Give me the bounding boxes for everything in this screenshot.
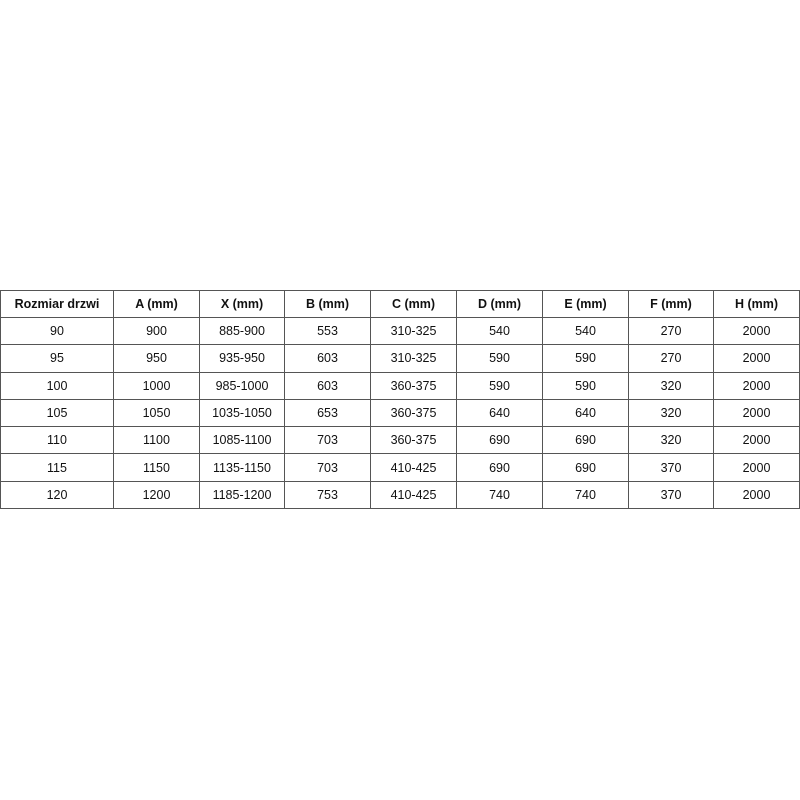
table-cell: 653 <box>284 398 371 428</box>
column-header: A (mm) <box>113 290 200 318</box>
column-header: Rozmiar drzwi <box>0 290 114 318</box>
table-cell: 603 <box>284 344 371 373</box>
table-cell: 310-325 <box>370 344 457 373</box>
table-cell: 360-375 <box>370 371 457 400</box>
table-cell: 100 <box>0 371 114 400</box>
table-cell: 270 <box>628 344 714 373</box>
table-row: 95 950 935-950 603 310-325 590 590 270 2000 <box>0 344 800 373</box>
table-cell: 540 <box>542 316 629 346</box>
table-cell: 935-950 <box>199 344 285 373</box>
table-cell: 310-325 <box>370 316 457 346</box>
table-cell: 320 <box>628 398 714 428</box>
table-cell: 105 <box>0 398 114 428</box>
table-cell: 950 <box>113 344 200 373</box>
table-cell: 120 <box>0 480 114 510</box>
table-cell: 1085-1100 <box>199 426 285 455</box>
table-cell: 90 <box>0 316 114 346</box>
table-cell: 703 <box>284 426 371 455</box>
table-row: 100 1000 985-1000 603 360-375 590 590 320 2000 <box>0 371 800 400</box>
table-row: 120 1200 1185-1200 753 410-425 740 740 370 2000 <box>0 480 800 510</box>
column-header: C (mm) <box>370 290 457 318</box>
column-header: B (mm) <box>284 290 371 318</box>
column-header: X (mm) <box>199 290 285 318</box>
table-cell: 590 <box>542 371 629 400</box>
table-cell: 985-1000 <box>199 371 285 400</box>
table-cell: 2000 <box>713 371 800 400</box>
table-cell: 690 <box>542 453 629 482</box>
table-cell: 703 <box>284 453 371 482</box>
table-cell: 690 <box>456 426 543 455</box>
table-cell: 2000 <box>713 426 800 455</box>
table-cell: 1100 <box>113 426 200 455</box>
table-cell: 603 <box>284 371 371 400</box>
table-cell: 95 <box>0 344 114 373</box>
table-row: 115 1150 1135-1150 703 410-425 690 690 370 2000 <box>0 453 800 482</box>
table-cell: 753 <box>284 480 371 510</box>
table-cell: 370 <box>628 453 714 482</box>
table-cell: 540 <box>456 316 543 346</box>
table-cell: 270 <box>628 316 714 346</box>
table-cell: 1000 <box>113 371 200 400</box>
table-cell: 590 <box>456 371 543 400</box>
table-cell: 1035-1050 <box>199 398 285 428</box>
table-cell: 590 <box>456 344 543 373</box>
table-cell: 410-425 <box>370 480 457 510</box>
table-cell: 1050 <box>113 398 200 428</box>
dimensions-table: Rozmiar drzwi A (mm) X (mm) B (mm) C (mm) D (… <box>0 290 800 510</box>
table-cell: 360-375 <box>370 426 457 455</box>
table-cell: 885-900 <box>199 316 285 346</box>
column-header: D (mm) <box>456 290 543 318</box>
column-header: H (mm) <box>713 290 800 318</box>
table-row: 90 900 885-900 553 310-325 540 540 270 2000 <box>0 316 800 346</box>
table-cell: 370 <box>628 480 714 510</box>
table-cell: 640 <box>542 398 629 428</box>
table-cell: 690 <box>542 426 629 455</box>
table-cell: 900 <box>113 316 200 346</box>
table-cell: 2000 <box>713 398 800 428</box>
table-row: 110 1100 1085-1100 703 360-375 690 690 320 2000 <box>0 426 800 455</box>
table-cell: 110 <box>0 426 114 455</box>
table-row: 105 1050 1035-1050 653 360-375 640 640 320 2000 <box>0 398 800 428</box>
table-cell: 2000 <box>713 344 800 373</box>
table-cell: 740 <box>456 480 543 510</box>
table-cell: 410-425 <box>370 453 457 482</box>
table-cell: 590 <box>542 344 629 373</box>
table-cell: 1200 <box>113 480 200 510</box>
table-cell: 360-375 <box>370 398 457 428</box>
table-cell: 1150 <box>113 453 200 482</box>
table-cell: 320 <box>628 371 714 400</box>
table-cell: 553 <box>284 316 371 346</box>
column-header: F (mm) <box>628 290 714 318</box>
table-cell: 2000 <box>713 316 800 346</box>
table-cell: 115 <box>0 453 114 482</box>
table-cell: 640 <box>456 398 543 428</box>
table-cell: 690 <box>456 453 543 482</box>
table-cell: 1135-1150 <box>199 453 285 482</box>
table-cell: 740 <box>542 480 629 510</box>
column-header: E (mm) <box>542 290 629 318</box>
table-cell: 1185-1200 <box>199 480 285 510</box>
header-row: Rozmiar drzwi A (mm) X (mm) B (mm) C (mm) D (… <box>0 290 800 318</box>
table-cell: 320 <box>628 426 714 455</box>
table-cell: 2000 <box>713 453 800 482</box>
table-cell: 2000 <box>713 480 800 510</box>
